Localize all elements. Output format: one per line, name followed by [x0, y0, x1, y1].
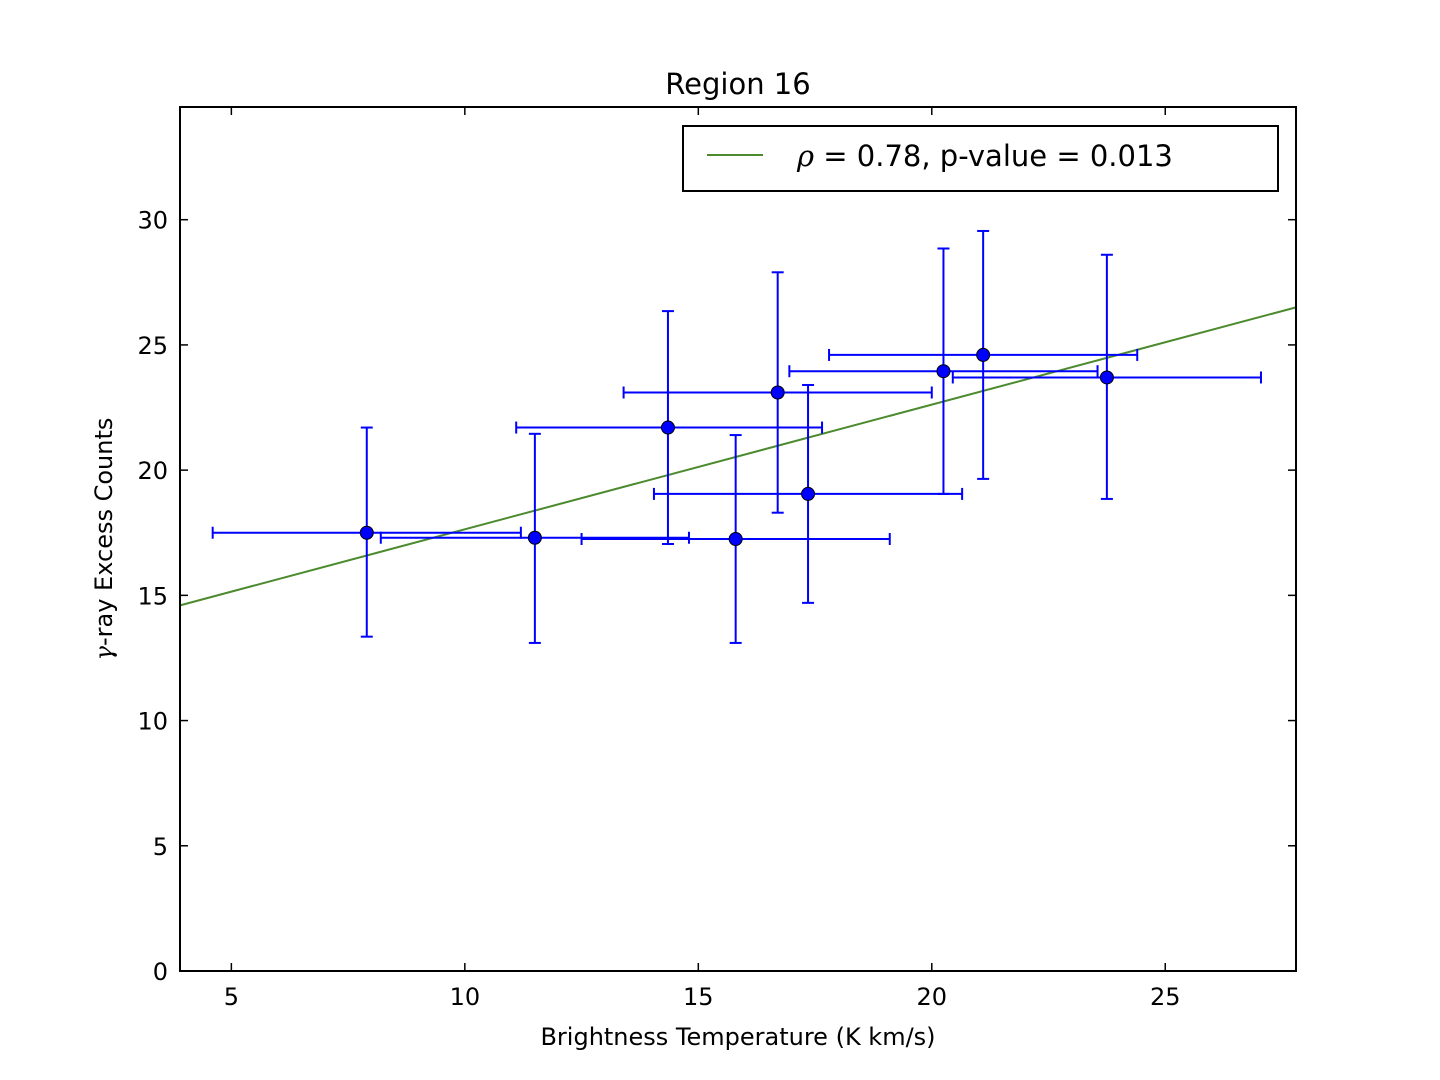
- legend-symbol: ρ: [796, 139, 814, 173]
- legend-box: [682, 125, 1279, 192]
- data-point-2: [527, 530, 542, 545]
- point-layer: [359, 347, 1114, 546]
- data-point-5: [770, 385, 785, 400]
- y-tick-label: 15: [137, 582, 168, 610]
- x-tick-label: 25: [1150, 983, 1181, 1011]
- data-point-6: [801, 486, 816, 501]
- y-axis-title: γ-ray Excess Counts: [90, 418, 118, 661]
- y-tick-label: 20: [137, 457, 168, 485]
- x-axis-title: Brightness Temperature (K km/s): [540, 1023, 935, 1051]
- y-tick-label: 0: [153, 958, 168, 986]
- legend-label: ρ = 0.78, p-value = 0.013: [796, 139, 1173, 173]
- y-tick-label: 5: [153, 833, 168, 861]
- x-tick-label: 15: [683, 983, 714, 1011]
- data-point-9: [1099, 370, 1114, 385]
- y-axis-title-text: -ray Excess Counts: [90, 418, 118, 646]
- y-tick-label: 25: [137, 332, 168, 360]
- y-tick-label: 10: [137, 708, 168, 736]
- x-tick-label: 5: [224, 983, 239, 1011]
- legend: ρ = 0.78, p-value = 0.013: [682, 125, 1279, 192]
- y-tick-label: 30: [137, 207, 168, 235]
- data-point-3: [660, 420, 675, 435]
- chart-title: Region 16: [665, 67, 810, 101]
- y-axis-title-symbol: γ: [90, 645, 118, 660]
- x-tick-label: 10: [450, 983, 481, 1011]
- legend-text: = 0.78, p-value = 0.013: [814, 139, 1173, 173]
- data-point-7: [936, 364, 951, 379]
- y-axis-ticks: 0 5 10 15 20 25 30: [137, 207, 1296, 986]
- data-point-4: [728, 532, 743, 546]
- x-axis-ticks: 5 10 15 20 25: [224, 107, 1181, 1011]
- x-tick-label: 20: [917, 983, 948, 1011]
- plot-area-frame: [179, 106, 1297, 972]
- data-point-1: [359, 525, 374, 540]
- data-point-8: [976, 347, 991, 362]
